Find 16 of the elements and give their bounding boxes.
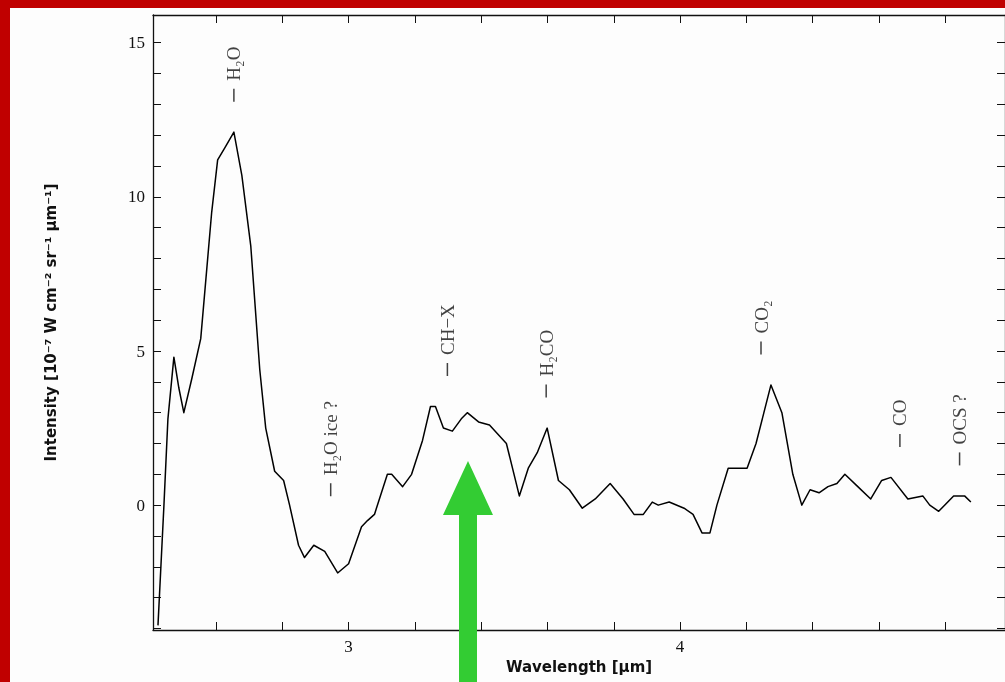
- y-tick-label: 10: [128, 187, 145, 207]
- x-axis-title: Wavelength [µm]: [505, 658, 653, 677]
- y-axis-title: Intensity [10⁻⁷ W cm⁻² sr⁻¹ µm⁻¹]: [41, 183, 60, 462]
- ref-line-label: H₂CO: [535, 329, 557, 377]
- ref-line-label: H₂O: [223, 46, 245, 81]
- y-tick-label: 0: [136, 495, 145, 515]
- x-tick-label: 3: [344, 637, 353, 656]
- y-tick-label: 5: [136, 341, 145, 361]
- y-tick-label: 15: [128, 33, 145, 53]
- x-tick-label: 4: [675, 637, 685, 656]
- ref-line-label: OCS ?: [949, 394, 971, 445]
- ref-line-label: CO₂: [750, 300, 772, 334]
- ref-line-label: CO: [889, 399, 911, 426]
- line-series: [157, 131, 972, 627]
- ref-line-label: H₂O ice ?: [320, 401, 342, 476]
- ref-line-label: CH−X: [436, 303, 458, 356]
